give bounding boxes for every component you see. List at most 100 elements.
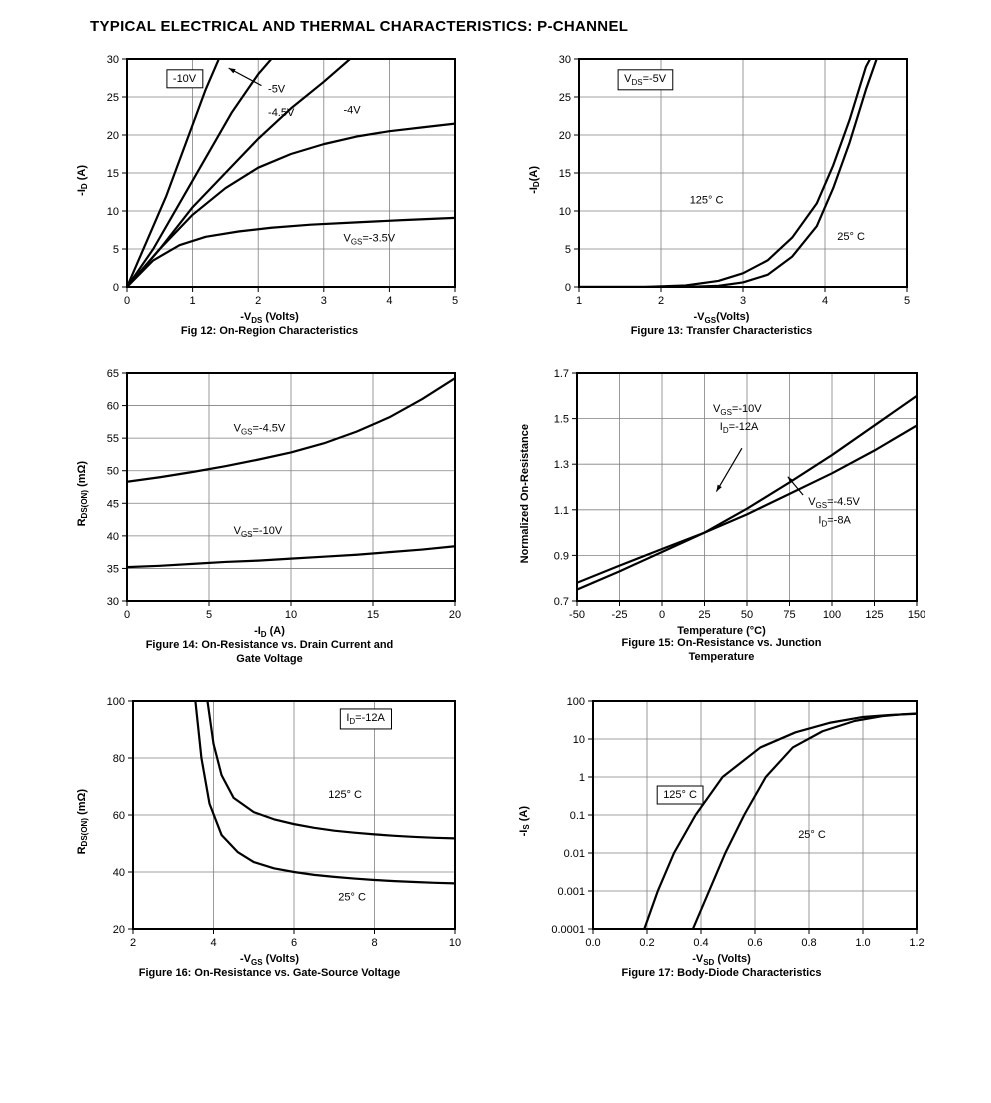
svg-text:0: 0 bbox=[124, 295, 130, 307]
svg-text:5: 5 bbox=[113, 244, 119, 256]
svg-text:20: 20 bbox=[107, 130, 119, 142]
svg-text:1.7: 1.7 bbox=[553, 368, 568, 380]
svg-text:8: 8 bbox=[372, 937, 378, 949]
xlabel-fig12: -VDS (Volts) bbox=[181, 311, 358, 325]
svg-text:50: 50 bbox=[740, 609, 752, 621]
ylabel-fig14: RDS(ON) (mΩ) bbox=[76, 461, 89, 526]
svg-text:1: 1 bbox=[190, 295, 196, 307]
svg-text:0.1: 0.1 bbox=[570, 810, 585, 822]
svg-text:25° C: 25° C bbox=[338, 891, 366, 903]
svg-text:150: 150 bbox=[907, 609, 924, 621]
svg-text:2: 2 bbox=[255, 295, 261, 307]
svg-text:0.2: 0.2 bbox=[639, 937, 654, 949]
ylabel-fig12: -ID (A) bbox=[76, 165, 89, 196]
svg-text:35: 35 bbox=[107, 563, 119, 575]
caption-fig14: Figure 14: On-Resistance vs. Drain Curre… bbox=[146, 639, 394, 667]
svg-text:10: 10 bbox=[449, 937, 461, 949]
svg-text:1.5: 1.5 bbox=[553, 414, 568, 426]
svg-text:25: 25 bbox=[698, 609, 710, 621]
svg-text:125° C: 125° C bbox=[663, 789, 697, 801]
svg-text:65: 65 bbox=[107, 368, 119, 380]
svg-text:1.2: 1.2 bbox=[909, 937, 924, 949]
chart-grid: -ID (A) 012345051015202530-10V-5V-4.5V-4… bbox=[56, 51, 936, 981]
svg-text:25° C: 25° C bbox=[837, 231, 865, 243]
caption-fig12: Fig 12: On-Region Characteristics bbox=[181, 325, 358, 339]
svg-text:100: 100 bbox=[107, 696, 125, 708]
svg-text:0.7: 0.7 bbox=[553, 596, 568, 608]
svg-text:VGS=-10V: VGS=-10V bbox=[713, 403, 762, 417]
svg-text:55: 55 bbox=[107, 433, 119, 445]
svg-text:0: 0 bbox=[113, 282, 119, 294]
svg-text:1: 1 bbox=[579, 772, 585, 784]
panel-fig12: -ID (A) 012345051015202530-10V-5V-4.5V-4… bbox=[56, 51, 484, 339]
svg-text:5: 5 bbox=[452, 295, 458, 307]
svg-text:0: 0 bbox=[124, 609, 130, 621]
ylabel-fig16: RDS(ON) (mΩ) bbox=[76, 789, 89, 854]
caption-fig15: Figure 15: On-Resistance vs. JunctionTem… bbox=[622, 637, 822, 665]
svg-text:4: 4 bbox=[386, 295, 392, 307]
panel-fig13: -ID(A) 12345051015202530VDS=-5V125° C25°… bbox=[508, 51, 936, 339]
caption-fig17: Figure 17: Body-Diode Characteristics bbox=[622, 967, 822, 981]
svg-text:30: 30 bbox=[107, 596, 119, 608]
page-title: TYPICAL ELECTRICAL AND THERMAL CHARACTER… bbox=[90, 18, 991, 35]
caption-fig16: Figure 16: On-Resistance vs. Gate-Source… bbox=[139, 967, 400, 981]
svg-text:3: 3 bbox=[740, 295, 746, 307]
svg-text:6: 6 bbox=[291, 937, 297, 949]
svg-text:100: 100 bbox=[567, 696, 585, 708]
svg-text:0.6: 0.6 bbox=[747, 937, 762, 949]
xlabel-fig15: Temperature (°C) bbox=[622, 625, 822, 637]
xlabel-fig16: -VGS (Volts) bbox=[139, 953, 400, 967]
svg-text:10: 10 bbox=[573, 734, 585, 746]
svg-text:-10V: -10V bbox=[173, 73, 197, 85]
svg-text:0.8: 0.8 bbox=[801, 937, 816, 949]
svg-text:25: 25 bbox=[107, 92, 119, 104]
svg-text:-4V: -4V bbox=[344, 105, 362, 117]
svg-text:VGS=-4.5V: VGS=-4.5V bbox=[808, 496, 860, 510]
svg-text:0.9: 0.9 bbox=[553, 550, 568, 562]
panel-fig15: Normalized On-Resistance -50-25025507510… bbox=[508, 365, 936, 667]
svg-text:0: 0 bbox=[565, 282, 571, 294]
panel-fig16: RDS(ON) (mΩ) 24681020406080100ID=-12A125… bbox=[56, 693, 484, 981]
svg-text:-50: -50 bbox=[569, 609, 585, 621]
svg-text:5: 5 bbox=[206, 609, 212, 621]
ylabel-fig17: -IS (A) bbox=[518, 806, 531, 836]
svg-text:0: 0 bbox=[658, 609, 664, 621]
svg-text:125° C: 125° C bbox=[328, 789, 362, 801]
svg-text:50: 50 bbox=[107, 466, 119, 478]
xlabel-fig17: -VSD (Volts) bbox=[622, 953, 822, 967]
svg-text:VGS=-10V: VGS=-10V bbox=[234, 525, 283, 539]
svg-text:0.01: 0.01 bbox=[564, 848, 585, 860]
svg-text:1.1: 1.1 bbox=[553, 505, 568, 517]
ylabel-fig13: -ID(A) bbox=[528, 166, 541, 194]
svg-text:15: 15 bbox=[367, 609, 379, 621]
svg-text:1.3: 1.3 bbox=[553, 459, 568, 471]
svg-text:5: 5 bbox=[565, 244, 571, 256]
svg-text:1: 1 bbox=[576, 295, 582, 307]
caption-fig13: Figure 13: Transfer Characteristics bbox=[631, 325, 813, 339]
svg-text:1.0: 1.0 bbox=[855, 937, 870, 949]
svg-text:VDS=-5V: VDS=-5V bbox=[624, 73, 667, 87]
svg-text:25° C: 25° C bbox=[798, 829, 826, 841]
svg-text:60: 60 bbox=[113, 810, 125, 822]
svg-text:10: 10 bbox=[107, 206, 119, 218]
svg-text:ID=-8A: ID=-8A bbox=[818, 514, 851, 528]
panel-fig17: -IS (A) 0.00.20.40.60.81.01.20.00010.001… bbox=[508, 693, 936, 981]
svg-text:2: 2 bbox=[130, 937, 136, 949]
svg-text:10: 10 bbox=[559, 206, 571, 218]
svg-text:80: 80 bbox=[113, 753, 125, 765]
svg-text:ID=-12A: ID=-12A bbox=[719, 421, 758, 435]
svg-text:15: 15 bbox=[559, 168, 571, 180]
svg-text:-4.5V: -4.5V bbox=[268, 107, 295, 119]
svg-text:0.4: 0.4 bbox=[693, 937, 708, 949]
chart-fig15: -50-2502550751001251500.70.91.11.31.51.7… bbox=[535, 365, 925, 623]
svg-text:25: 25 bbox=[559, 92, 571, 104]
xlabel-fig14: -ID (A) bbox=[146, 625, 394, 639]
page: TYPICAL ELECTRICAL AND THERMAL CHARACTER… bbox=[0, 0, 991, 1005]
svg-text:-5V: -5V bbox=[268, 83, 286, 95]
svg-text:125: 125 bbox=[865, 609, 883, 621]
svg-text:20: 20 bbox=[559, 130, 571, 142]
svg-text:30: 30 bbox=[559, 54, 571, 66]
svg-text:45: 45 bbox=[107, 498, 119, 510]
svg-text:0.001: 0.001 bbox=[558, 886, 586, 898]
xlabel-fig13: -VGS(Volts) bbox=[631, 311, 813, 325]
